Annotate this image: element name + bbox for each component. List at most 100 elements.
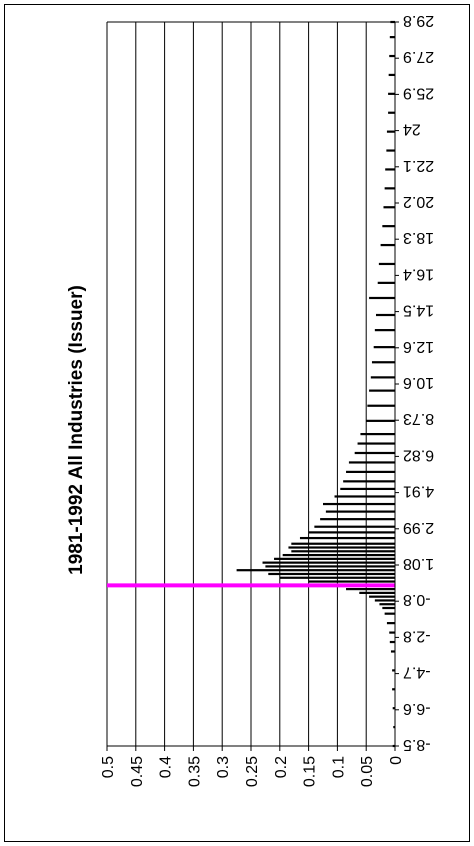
histogram-bar (382, 225, 395, 228)
x-tick-label: 1.08 (403, 555, 434, 572)
histogram-bar (374, 329, 395, 332)
histogram-bar (393, 725, 395, 729)
x-tick-label: 24 (403, 121, 421, 138)
histogram-bar (386, 130, 395, 133)
chart-title: 1981-1992 All Industries (Issuer) (66, 285, 87, 575)
x-tick-label: -8.5 (403, 736, 431, 753)
histogram-bar (380, 243, 395, 247)
histogram-bar (291, 542, 395, 545)
histogram-bar (314, 525, 395, 528)
histogram-bar (308, 580, 395, 583)
histogram-bar (386, 622, 395, 625)
histogram-bar (274, 557, 395, 560)
histogram-bar (371, 361, 395, 364)
x-tick-label: -4.7 (403, 664, 431, 681)
y-tick-labels: 0 0.05 0.1 0.15 0.2 0.25 0.3 0.35 0.4 0.45 0.5 (100, 756, 405, 787)
histogram-bar (340, 487, 395, 491)
x-tick-label: 6.82 (403, 446, 434, 463)
histogram-bar (386, 149, 395, 152)
x-tick-label: 22.1 (403, 157, 434, 174)
x-tick-label: 27.9 (403, 48, 434, 65)
histogram-bar (383, 206, 395, 209)
x-tick-label: 8.73 (403, 410, 434, 427)
histogram-bar (359, 591, 395, 594)
x-tick-label: 14.5 (403, 302, 434, 319)
histogram-bar (323, 502, 395, 506)
histogram-bar (291, 550, 395, 553)
histogram-bar (385, 168, 395, 171)
histogram-bar (382, 606, 395, 610)
histogram-bar (377, 281, 395, 284)
histogram-bar (299, 536, 395, 540)
histogram-bar (379, 603, 395, 606)
x-tick-label: 18.3 (403, 229, 434, 246)
y-tick-label: 0.45 (129, 756, 146, 787)
histogram-bar (343, 480, 395, 483)
histogram-bar (392, 688, 395, 691)
histogram-bar (288, 546, 395, 549)
histogram-bar (389, 631, 395, 634)
histogram-bar (369, 595, 395, 598)
histogram-bar (378, 262, 395, 266)
histogram-bar (367, 404, 395, 407)
histogram-bar (388, 92, 395, 95)
histogram-bar (375, 313, 395, 317)
histogram-bar (369, 296, 395, 300)
x-tick-label: -6.6 (403, 700, 431, 717)
histogram-bar (346, 470, 395, 474)
histogram-bar (389, 54, 395, 58)
histogram-bar (282, 553, 395, 557)
histogram-bar (334, 495, 395, 498)
histogram-bar (236, 569, 395, 572)
x-tick-label: 29.8 (403, 12, 434, 29)
histogram-bar (392, 707, 395, 710)
histogram-bar (388, 73, 395, 77)
histogram-bar (360, 432, 395, 436)
y-tick-label: 0.1 (330, 756, 347, 778)
y-tick-label: 0 (388, 756, 405, 765)
histogram-bar (354, 451, 395, 455)
histogram-bar (320, 518, 395, 521)
x-tick-labels: -8.5 -6.6 -4.7 -2.8 -0.8 1.08 2.99 4.91 6.82 8.73… (403, 12, 434, 753)
histogram-bar (325, 510, 395, 513)
histogram-bar (308, 531, 395, 534)
y-tick-label: 0.15 (302, 756, 319, 787)
x-tick-label: 12.6 (403, 338, 434, 355)
x-tick-label: 16.4 (403, 265, 434, 282)
histogram-bar (392, 669, 395, 672)
y-tick-label: 0.05 (359, 756, 376, 787)
histogram-bar (268, 572, 395, 576)
y-tick-label: 0.35 (186, 756, 203, 787)
histogram-bar (390, 650, 395, 653)
y-tick-label: 0.4 (158, 756, 175, 778)
chart-frame (4, 4, 470, 842)
histogram-bar (388, 111, 395, 114)
y-tick-label: 0.5 (100, 756, 117, 778)
x-tick-label: 2.99 (403, 519, 434, 536)
histogram-bar (373, 346, 395, 349)
histogram-bar (366, 419, 395, 422)
histogram-bar (346, 588, 395, 591)
bars (236, 20, 395, 748)
y-tick-label: 0.3 (215, 756, 232, 778)
x-tick-label: 25.9 (403, 84, 434, 101)
y-tick-label: 0.25 (244, 756, 261, 787)
histogram-bar (279, 576, 395, 579)
histogram-bar (369, 389, 395, 392)
x-tick-label: 4.91 (403, 483, 434, 500)
y-tick-label: 0.2 (273, 756, 290, 778)
histogram-bar (389, 36, 395, 39)
x-tick-label: 20.2 (403, 193, 434, 210)
histogram-bar (370, 376, 395, 379)
histogram-bar (348, 461, 395, 464)
axes (107, 21, 399, 747)
gridlines (106, 22, 396, 751)
histogram-bar (389, 640, 395, 644)
histogram-bar (357, 442, 395, 445)
histogram-bar (374, 599, 395, 602)
histogram-bar (262, 561, 395, 564)
histogram-bar (384, 612, 395, 615)
x-tick-label: -2.8 (403, 627, 431, 644)
histogram-bar (265, 565, 395, 568)
